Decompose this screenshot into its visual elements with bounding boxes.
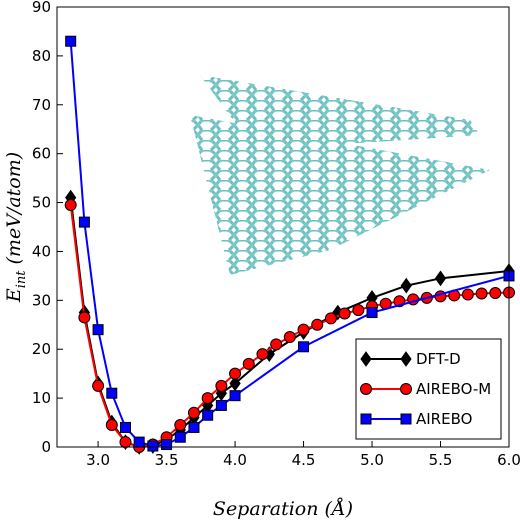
marker — [242, 357, 255, 370]
marker — [256, 348, 269, 361]
marker — [297, 323, 310, 336]
marker — [400, 277, 412, 294]
marker — [215, 399, 227, 411]
y-label-main: E — [3, 288, 25, 303]
x-tick-label: 4.0 — [223, 451, 247, 469]
marker — [298, 341, 310, 353]
marker — [283, 331, 296, 343]
x-tick-label: 5.5 — [429, 451, 453, 469]
legend-label: AIREBO-M — [416, 380, 491, 398]
y-tick-label: 40 — [32, 242, 51, 260]
marker — [360, 383, 372, 395]
y-tick-label: 80 — [32, 47, 51, 65]
marker — [92, 379, 105, 392]
graphene-illustration — [190, 75, 490, 275]
y-axis-label: Eint (meV/atom) — [3, 152, 29, 303]
marker — [434, 270, 447, 287]
series-line — [69, 41, 510, 448]
marker — [338, 307, 351, 320]
marker — [133, 436, 145, 448]
x-tick-label: 4.5 — [292, 451, 316, 469]
marker — [147, 440, 159, 452]
marker — [366, 307, 378, 319]
marker — [92, 324, 104, 336]
marker — [489, 287, 502, 299]
marker — [270, 338, 283, 351]
marker — [174, 419, 187, 431]
marker — [119, 436, 132, 449]
marker — [360, 413, 372, 425]
y-tick-label: 90 — [32, 0, 51, 16]
marker — [78, 311, 91, 324]
marker — [352, 304, 365, 317]
x-tick-label: 3.0 — [86, 451, 110, 469]
marker — [64, 199, 77, 211]
marker — [400, 351, 412, 367]
marker — [106, 387, 118, 399]
y-tick-label: 10 — [32, 389, 51, 407]
marker — [174, 431, 186, 443]
marker — [461, 288, 474, 301]
x-tick-label: 6.0 — [497, 451, 520, 469]
x-axis-label: Separation (Å) — [213, 498, 353, 520]
marker — [202, 409, 214, 421]
plot-frame — [56, 6, 510, 448]
x-tick-label: 5.0 — [360, 451, 384, 469]
y-tick-label: 70 — [32, 96, 51, 114]
y-tick-label: 20 — [32, 340, 51, 358]
marker — [229, 367, 242, 380]
marker — [360, 351, 372, 367]
marker — [78, 216, 90, 228]
marker — [105, 419, 118, 431]
marker — [229, 390, 241, 402]
marker — [400, 383, 412, 395]
marker — [161, 439, 173, 451]
marker — [188, 421, 200, 433]
marker — [215, 379, 228, 392]
marker — [201, 392, 214, 405]
marker — [187, 406, 200, 419]
legend-label: AIREBO — [416, 410, 472, 428]
marker — [65, 35, 77, 47]
legend: DFT-D AIREBO-M AIREBO — [355, 338, 502, 440]
legend-label: DFT-D — [416, 350, 461, 368]
marker — [311, 318, 324, 331]
marker — [324, 312, 337, 325]
x-tick-label: 3.5 — [155, 451, 179, 469]
marker — [475, 287, 488, 300]
marker — [119, 421, 131, 433]
y-tick-label: 60 — [32, 145, 51, 163]
y-tick-label: 50 — [32, 194, 51, 212]
y-tick-label: 30 — [32, 291, 51, 309]
y-label-rest: (meV/atom) — [3, 152, 25, 271]
marker — [400, 413, 412, 425]
y-label-sub: int — [14, 270, 29, 289]
y-tick-label: 0 — [41, 438, 51, 456]
